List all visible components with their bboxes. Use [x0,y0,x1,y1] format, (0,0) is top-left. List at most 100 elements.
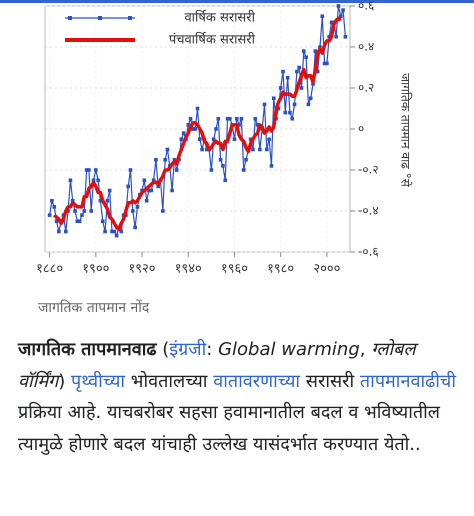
point [327,34,332,39]
point [244,157,248,162]
point [301,49,306,53]
point [73,209,77,213]
link[interactable]: इंग्रजी [169,339,207,360]
italic-text: Global warming [218,339,360,360]
point [225,116,230,121]
point [315,69,320,74]
point [304,55,308,60]
point [228,116,232,121]
point [89,209,94,213]
point [161,209,165,213]
point [325,61,329,66]
point [338,14,343,19]
italic-text: ग्लोबल वॉर्मिंग [18,339,416,392]
point [241,168,246,172]
point [218,157,223,162]
point [237,123,241,127]
point [119,229,124,234]
text: भोवतालच्या [125,370,214,392]
point [297,65,301,70]
point [329,20,334,25]
x-tick-label: १९६० [221,262,248,277]
x-tick-label: १८८० [36,262,63,277]
point [292,102,297,107]
y-tick-label: -०.६ [358,245,379,259]
point [308,96,313,101]
point [133,225,137,230]
point [142,178,147,183]
point [193,127,197,131]
point [156,184,161,189]
point [322,61,327,66]
term: जागतिक तापमानवाढ [18,339,157,360]
point [144,198,149,203]
x-tick-label: १९२० [129,262,156,277]
point [188,116,193,121]
point [234,116,239,121]
point [267,137,271,142]
point [295,69,299,74]
y-tick-label: -०.२ [358,163,379,177]
point [290,116,295,121]
point [98,198,103,203]
point [80,213,84,217]
paragraph: जागतिक तापमानवाढ (इंग्रजी: Global warmin… [18,334,464,460]
point [135,205,140,209]
point [172,157,177,162]
smoothed-line [53,16,342,232]
point [223,178,228,183]
top-bar [0,0,474,3]
point [311,82,315,86]
link[interactable]: पृथ्वीच्या [70,370,126,392]
point [47,213,52,217]
point [281,69,285,74]
link[interactable]: वातावरणाच्या [213,370,301,392]
point [165,147,170,152]
point [112,229,117,234]
y-tick-label: ०.६ [358,0,374,13]
point [288,110,292,115]
point [84,168,89,172]
point [211,137,216,142]
point [87,168,91,172]
point [107,188,112,193]
point [170,188,174,193]
point [186,123,191,127]
point [131,209,135,213]
point [262,102,267,107]
point [50,198,54,203]
point [91,178,96,183]
y-tick-label: ०.२ [358,81,374,95]
point [221,164,225,168]
point [269,164,274,168]
point [114,233,119,238]
point [75,219,80,224]
point [94,168,98,172]
text: ( [156,339,170,360]
point [52,205,57,209]
point [255,123,260,127]
point [163,157,167,162]
x-tick-label: २००० [313,262,340,277]
point [306,102,311,107]
text: : [206,339,219,360]
point [198,137,202,142]
point [174,168,179,172]
x-tick-label: १९०० [82,262,109,277]
link[interactable]: तापमानवाढीची [359,370,457,392]
point [128,168,133,172]
point [232,137,237,142]
legend-marker [98,16,102,20]
point [204,147,209,152]
point [63,229,68,234]
point [179,137,184,142]
point [209,168,214,172]
point [151,178,156,183]
point [105,198,110,203]
point [285,75,290,80]
point [214,127,218,131]
point [57,229,61,234]
text: , [359,339,372,360]
point [54,219,59,224]
